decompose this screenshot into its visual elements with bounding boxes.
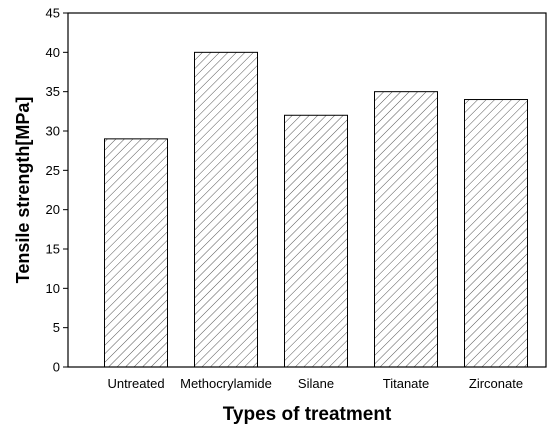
y-tick-label: 20 [46, 202, 60, 217]
x-tick-label: Untreated [107, 376, 164, 391]
bar-titanate [374, 91, 438, 368]
y-tick-label: 45 [46, 6, 60, 21]
bar-untreated [104, 138, 168, 368]
y-tick-label: 0 [53, 360, 60, 375]
bar-zirconate [464, 99, 528, 368]
y-tick-label: 25 [46, 163, 60, 178]
bar-silane [284, 114, 348, 368]
x-tick-label: Methocrylamide [180, 376, 272, 391]
y-tick-label: 30 [46, 124, 60, 139]
x-axis-title: Types of treatment [223, 404, 392, 425]
y-axis-ticks: 0 5 10 15 20 25 30 35 40 45 [46, 6, 68, 375]
y-tick-label: 10 [46, 281, 60, 296]
y-tick-label: 5 [53, 320, 60, 335]
y-tick-label: 35 [46, 84, 60, 99]
x-tick-label: Silane [298, 376, 334, 391]
x-tick-label: Zirconate [469, 376, 523, 391]
x-tick-label: Titanate [383, 376, 430, 391]
bars-group [104, 51, 528, 368]
y-tick-label: 40 [46, 45, 60, 60]
y-axis-title: Tensile strength[MPa] [13, 97, 33, 284]
bar-methocrylamide [194, 51, 258, 368]
x-axis-labels: Untreated Methocrylamide Silane Titanate Zir… [107, 376, 523, 391]
plot-frame [67, 12, 547, 368]
y-tick-label: 15 [46, 242, 60, 257]
